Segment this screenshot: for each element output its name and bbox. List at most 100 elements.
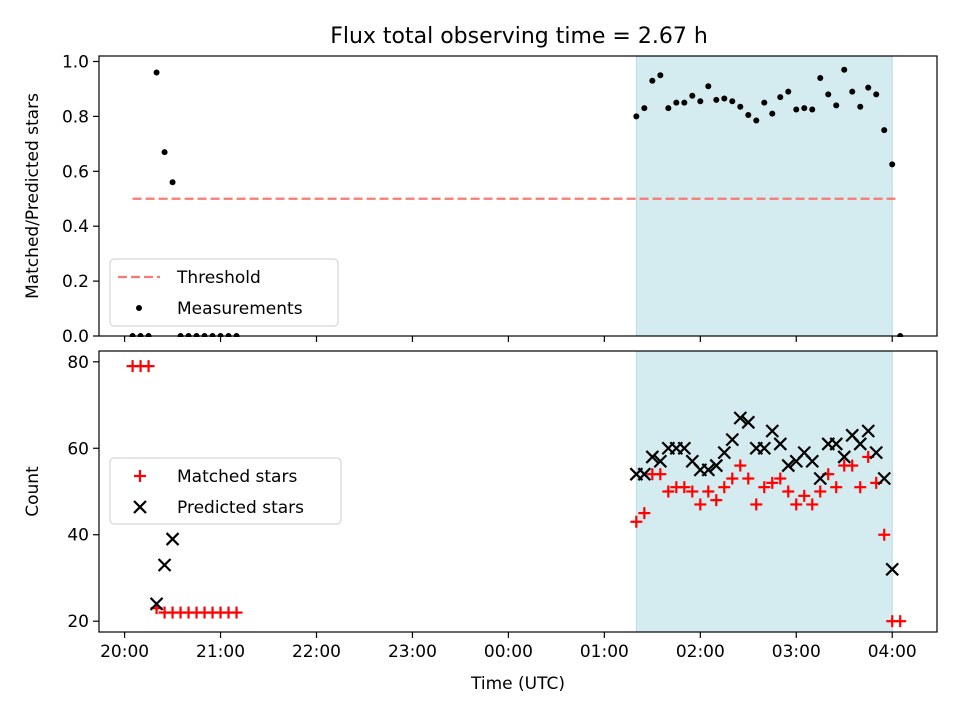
predicted-star-point <box>861 424 876 438</box>
panel-star-counts: 20 40 60 80 20:00 21:00 22:00 23:00 00:00 01:00 02… <box>23 350 938 694</box>
predicted-star-point <box>869 445 884 460</box>
measurement-point <box>713 96 720 103</box>
x-tick-label: 20:00 <box>100 642 149 662</box>
matched-star-point <box>142 360 155 373</box>
measurement-point <box>665 105 672 112</box>
measurement-point <box>857 103 864 110</box>
x-tick-label: 21:00 <box>196 642 245 662</box>
matched-star-point <box>854 481 867 494</box>
matched-star-point <box>662 485 675 498</box>
matched-star-point <box>798 489 811 502</box>
measurement-point <box>729 98 736 105</box>
matched-star-point <box>806 498 819 511</box>
matched-star-point <box>718 481 731 494</box>
measurement-point <box>817 74 824 81</box>
predicted-star-point <box>765 424 780 438</box>
measurement-point <box>777 94 784 101</box>
measurement-point <box>649 77 656 84</box>
predicted-star-point <box>757 441 772 456</box>
legend-threshold-label: Threshold <box>176 268 261 288</box>
legend-measurement-swatch <box>136 305 142 311</box>
measurement-point <box>785 88 792 95</box>
matched-star-point <box>726 472 739 485</box>
measurement-point <box>161 149 168 156</box>
predicted-star-point <box>165 532 180 546</box>
predicted-star-point <box>725 432 740 447</box>
matched-star-point <box>814 485 827 498</box>
predicted-star-point <box>853 437 868 451</box>
predicted-star-point <box>829 437 844 451</box>
legend-predicted-label: Predicted stars <box>177 498 304 518</box>
observing-window-span <box>635 55 893 337</box>
matched-star-point <box>678 481 691 494</box>
measurement-point <box>865 84 872 91</box>
measurement-point <box>657 72 664 79</box>
matched-star-point <box>702 485 715 498</box>
measurement-point <box>881 127 888 134</box>
legend-matched-label: Matched stars <box>177 467 297 487</box>
matched-star-point <box>790 498 803 511</box>
measurement-point <box>633 113 640 120</box>
predicted-star-point <box>781 458 796 473</box>
predicted-star-point <box>885 562 899 577</box>
legend-box <box>109 258 339 327</box>
plot-frame <box>98 350 938 633</box>
predicted-star-point <box>637 467 652 481</box>
measurement-point <box>169 179 176 186</box>
measurement-point <box>745 112 752 119</box>
predicted-star-point <box>805 454 820 469</box>
predicted-star-point <box>877 471 892 486</box>
chart-title: Flux total observing time = 2.67 h <box>330 24 708 49</box>
matched-star-point <box>766 476 779 489</box>
y-tick-label: 0.2 <box>62 272 89 292</box>
measurement-point <box>721 95 728 102</box>
measurement-point <box>793 106 800 113</box>
predicted-star-point <box>837 450 852 464</box>
measurement-point <box>705 83 712 90</box>
matched-star-point <box>894 615 907 628</box>
panel-matched-ratio: 0.0 0.2 0.4 0.6 0.8 1.0 Matched/Predicted star… <box>23 52 938 347</box>
y-tick-label: 0.0 <box>62 327 89 347</box>
matched-star-point <box>654 468 667 481</box>
y-tick-label: 0.6 <box>62 162 89 182</box>
measurement-point <box>753 117 760 124</box>
x-tick-label: 04:00 <box>868 642 917 662</box>
x-tick-label: 01:00 <box>580 642 629 662</box>
matched-star-point <box>638 507 651 520</box>
measurement-point <box>841 66 848 73</box>
y-tick-label: 0.4 <box>62 217 89 237</box>
predicted-star-point <box>741 415 756 430</box>
y-axis-label: Count <box>23 466 43 517</box>
measurement-point <box>801 105 808 112</box>
measurement-point <box>681 99 688 106</box>
measurement-point <box>889 161 896 168</box>
measurement-point <box>737 103 744 110</box>
predicted-star-point <box>149 597 164 611</box>
matched-star-point <box>710 494 723 507</box>
predicted-star-point <box>813 471 828 486</box>
legend: Matched stars Predicted stars <box>109 457 342 525</box>
matched-star-point <box>782 485 795 498</box>
plot-marks <box>126 360 907 628</box>
measurement-point <box>833 102 840 109</box>
matched-star-point <box>830 481 843 494</box>
measurement-point <box>641 105 648 112</box>
measurement-point <box>673 99 680 106</box>
y-tick-label: 0.8 <box>62 107 89 127</box>
matched-star-point <box>774 472 787 485</box>
legend-matched-swatch <box>134 470 146 482</box>
predicted-star-point <box>701 463 716 477</box>
legend-predicted-swatch <box>133 500 147 514</box>
matched-star-point <box>686 485 699 498</box>
measurement-point <box>761 99 768 106</box>
measurement-point <box>849 88 856 95</box>
predicted-star-point <box>645 450 660 464</box>
measurement-point <box>809 106 816 113</box>
matched-star-point <box>758 481 771 494</box>
y-tick-label: 60 <box>67 439 89 459</box>
x-tick-label: 00:00 <box>484 642 533 662</box>
predicted-star-point <box>733 411 748 425</box>
measurement-point <box>873 91 880 98</box>
measurement-point <box>825 91 832 98</box>
